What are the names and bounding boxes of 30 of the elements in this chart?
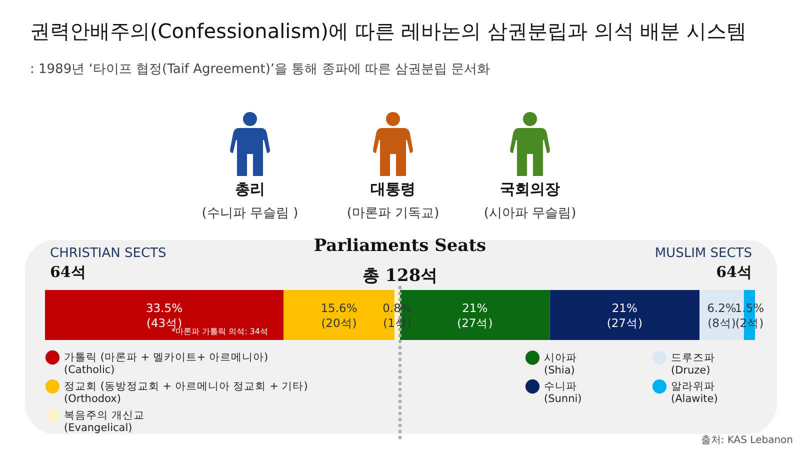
legend-label: 알라위파 (Alawite) bbox=[671, 380, 718, 405]
legend-label: 정교회 (동방정교회 + 아르메니아 정교회 + 기타) (Orthodox) bbox=[64, 380, 308, 405]
text: (마론파 기독교) bbox=[346, 205, 440, 222]
text: CHRISTIAN SECTS bbox=[50, 246, 166, 261]
text: 국회의장 bbox=[500, 180, 560, 199]
legend-label: 수니파 (Sunni) bbox=[544, 380, 582, 405]
data-label: 21% (27석) bbox=[457, 301, 493, 330]
legend-label: 드루즈파 (Druze) bbox=[671, 352, 715, 376]
bar bbox=[550, 290, 700, 340]
text: (수니파 무슬림 ) bbox=[202, 205, 298, 222]
bar bbox=[45, 290, 284, 340]
text: MUSLIM SECTS bbox=[654, 246, 752, 261]
text: 총리 bbox=[235, 180, 265, 199]
text: 총 128석 bbox=[362, 265, 438, 287]
legend-label: 복음주의 개신교 (Evangelical) bbox=[64, 410, 144, 434]
data-label: 15.6% (20석) bbox=[320, 301, 358, 330]
data-label: 6.2% (8석) bbox=[707, 301, 736, 330]
legend-label: 시아파 (Shia) bbox=[544, 352, 577, 376]
text: (시아파 무슬림) bbox=[484, 205, 576, 222]
text: 대통령 bbox=[370, 180, 416, 199]
text: 64석 bbox=[50, 263, 86, 282]
chart-title: 권력안배주의(Confessionalism)에 따른 레바논의 삼권분립과 의석 배분 시스템 bbox=[30, 18, 747, 45]
legend-label: 가톨릭 (마론파 + 멜카이트+ 아르메니아) (Catholic) bbox=[64, 352, 268, 376]
data-label: 21% (27석) bbox=[606, 301, 642, 330]
source-note: 출처: KAS Lebanon bbox=[700, 434, 793, 447]
annotation: *마론파 가톨릭 의석: 34석 bbox=[171, 327, 268, 337]
data-label: 0.8% (1석) bbox=[382, 301, 412, 330]
chart-subtitle: : 1989년 ‘타이프 협정(Taif Agreement)’을 통해 종파에 따른 삼권분립 문서화 bbox=[30, 61, 490, 78]
text: 64석 bbox=[716, 263, 752, 282]
text: Parliaments Seats bbox=[314, 236, 486, 256]
